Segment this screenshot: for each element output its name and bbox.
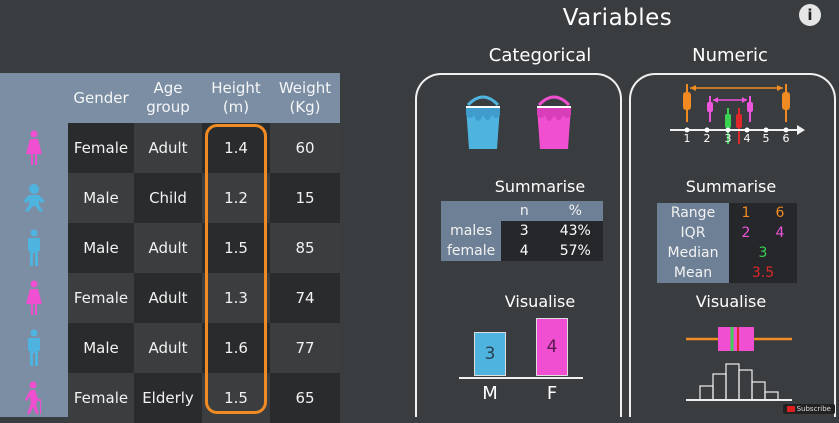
summary-row-n: 3 bbox=[501, 221, 548, 241]
cell-gender: Male bbox=[68, 173, 134, 223]
cell-weight: 85 bbox=[270, 223, 340, 273]
cell-weight: 77 bbox=[270, 323, 340, 373]
summary-row-label: female bbox=[441, 241, 502, 261]
youtube-icon bbox=[786, 406, 795, 412]
elderly-person-icon bbox=[12, 373, 56, 423]
summary-header-n: n bbox=[501, 201, 548, 221]
categorical-title: Categorical bbox=[488, 45, 592, 66]
page-title: Variables bbox=[562, 5, 673, 31]
blue-paint-bucket-icon bbox=[462, 95, 504, 155]
cell-height: 1.3 bbox=[202, 273, 270, 323]
cell-gender: Female bbox=[68, 273, 134, 323]
male-person-icon bbox=[12, 223, 56, 273]
cell-age-group: Adult bbox=[134, 223, 202, 273]
stat-value: 6 bbox=[763, 203, 797, 223]
summary-row-pct: 57% bbox=[547, 241, 604, 261]
number-line-diagram bbox=[665, 78, 810, 154]
cell-age-group: Elderly bbox=[134, 373, 202, 423]
numeric-title: Numeric bbox=[692, 45, 768, 66]
tick-label: 6 bbox=[782, 132, 790, 145]
male-person-icon bbox=[12, 323, 56, 373]
tick-label: 4 bbox=[743, 132, 751, 145]
cell-weight: 60 bbox=[270, 123, 340, 173]
categorical-summary-table: n % males 3 43% female 4 57% bbox=[441, 201, 604, 261]
stat-value: 2 bbox=[729, 223, 763, 243]
bar-f: 4 bbox=[536, 318, 568, 376]
bar-baseline bbox=[459, 377, 583, 379]
stat-value: 4 bbox=[763, 223, 797, 243]
numeric-panel bbox=[629, 73, 836, 417]
cell-height: 1.2 bbox=[202, 173, 270, 223]
bar-m-label: M bbox=[482, 383, 498, 404]
cell-height: 1.5 bbox=[202, 373, 270, 423]
summary-header-pct: % bbox=[547, 201, 604, 221]
cell-height: 1.6 bbox=[202, 323, 270, 373]
stat-label: Median bbox=[657, 243, 729, 263]
header-age-group: Age group bbox=[146, 79, 190, 116]
pink-paint-bucket-icon bbox=[533, 95, 575, 155]
summary-row-pct: 43% bbox=[547, 221, 604, 241]
numeric-summarise-label: Summarise bbox=[685, 177, 777, 196]
tick-label: 2 bbox=[703, 132, 711, 145]
cell-age-group: Child bbox=[134, 173, 202, 223]
cell-age-group: Adult bbox=[134, 123, 202, 173]
height-column-highlight bbox=[205, 124, 267, 414]
cell-weight: 15 bbox=[270, 173, 340, 223]
header-weight: Weight (Kg) bbox=[278, 79, 332, 116]
stat-value: 1 bbox=[729, 203, 763, 223]
cell-weight: 65 bbox=[270, 373, 340, 423]
tick-label: 5 bbox=[762, 132, 770, 145]
summary-row-label: males bbox=[441, 221, 502, 241]
cell-height: 1.5 bbox=[202, 223, 270, 273]
tick-label: 1 bbox=[683, 132, 691, 145]
baby-icon bbox=[12, 173, 56, 223]
stat-value: 3.5 bbox=[729, 263, 797, 283]
numeric-summary-table: Range 1 6 IQR 2 4 Median 3 Mean 3.5 bbox=[657, 203, 797, 283]
subscribe-button[interactable]: Subscribe bbox=[782, 404, 835, 414]
cell-age-group: Adult bbox=[134, 273, 202, 323]
header-height: Height (m) bbox=[211, 79, 261, 116]
stat-label: IQR bbox=[657, 223, 729, 243]
subscribe-label: Subscribe bbox=[796, 405, 831, 413]
cell-gender: Female bbox=[68, 373, 134, 423]
cell-gender: Male bbox=[68, 223, 134, 273]
female-person-icon bbox=[12, 273, 56, 323]
categorical-visualise-label: Visualise bbox=[504, 292, 576, 311]
female-person-icon bbox=[12, 123, 56, 173]
summary-header-blank bbox=[441, 201, 502, 221]
stat-label: Range bbox=[657, 203, 729, 223]
categorical-summarise-label: Summarise bbox=[494, 177, 586, 196]
cell-gender: Female bbox=[68, 123, 134, 173]
data-table: Gender Age group Height (m) Weight (Kg) Fem… bbox=[0, 73, 340, 423]
bar-f-label: F bbox=[546, 383, 558, 404]
box-plot-icon bbox=[686, 322, 792, 362]
header-gender: Gender bbox=[73, 88, 129, 107]
histogram-icon bbox=[686, 356, 792, 406]
stat-label: Mean bbox=[657, 263, 729, 283]
cell-weight: 74 bbox=[270, 273, 340, 323]
categorical-panel bbox=[415, 73, 622, 417]
summary-row-n: 4 bbox=[501, 241, 548, 261]
tick-label: 3 bbox=[724, 132, 732, 145]
stat-value: 3 bbox=[729, 243, 797, 263]
numeric-visualise-label: Visualise bbox=[695, 292, 767, 311]
info-icon[interactable]: i bbox=[799, 4, 821, 26]
cell-age-group: Adult bbox=[134, 323, 202, 373]
bar-m: 3 bbox=[474, 332, 506, 376]
cell-gender: Male bbox=[68, 323, 134, 373]
